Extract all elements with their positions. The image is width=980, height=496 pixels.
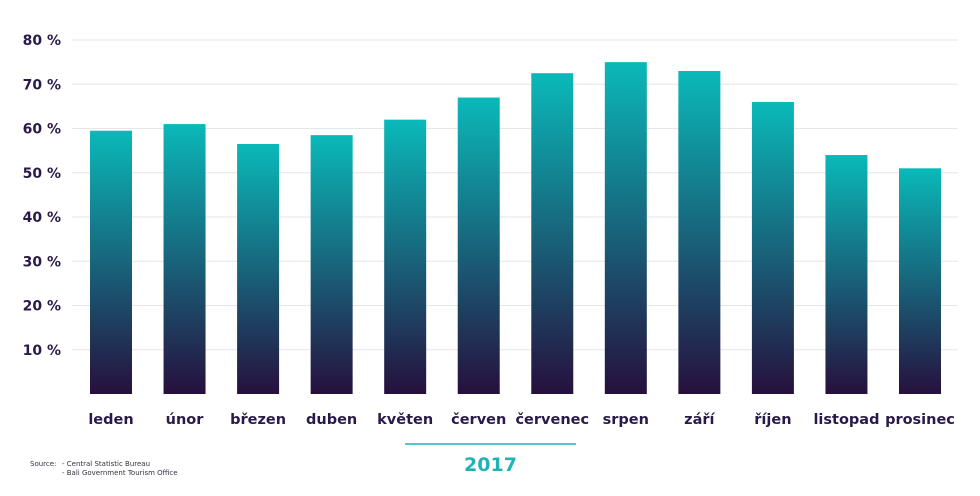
bar [899,168,941,394]
x-category-label: červenec [515,412,589,428]
x-category-label: leden [88,412,133,428]
bar [825,155,868,394]
source-label: Source: [30,460,56,468]
bar [237,143,280,394]
x-category-label: březen [230,412,286,428]
x-category-label: duben [306,412,357,428]
bar [604,62,647,394]
x-category-label: září [684,412,715,428]
grid-lines [72,39,958,351]
bar [163,124,206,394]
y-tick-label: 30 % [23,254,61,270]
bar [457,97,500,395]
bar [310,135,353,394]
x-category-label: srpen [603,412,649,428]
source-line-2: - Bali Government Tourism Office [62,469,178,477]
y-tick-label: 20 % [23,299,61,315]
y-tick-label: 10 % [23,343,61,359]
bar [678,70,721,394]
bar [384,119,427,395]
y-tick-label: 80 % [23,33,61,49]
y-tick-label: 50 % [23,166,61,182]
x-category-label: květen [377,412,433,428]
x-category-label: říjen [754,412,791,428]
bar [531,73,574,394]
source-line-1: - Central Statistic Bureau [62,460,150,468]
y-tick-label: 40 % [23,210,61,226]
y-axis-ticks: 10 % 20 % 30 % 40 % 50 % 60 % 70 % 80 % [23,33,61,359]
x-axis-labels: leden únor březen duben květen červen červenec… [88,412,955,428]
bars [90,62,941,395]
x-category-label: listopad [813,412,879,428]
bar [90,130,132,394]
year-label: 2017 [464,454,517,476]
y-tick-label: 70 % [23,77,61,93]
bar [751,101,794,394]
x-category-label: únor [166,412,205,428]
x-category-label: prosinec [885,412,955,428]
y-tick-label: 60 % [23,122,61,138]
x-category-label: červen [451,412,506,428]
